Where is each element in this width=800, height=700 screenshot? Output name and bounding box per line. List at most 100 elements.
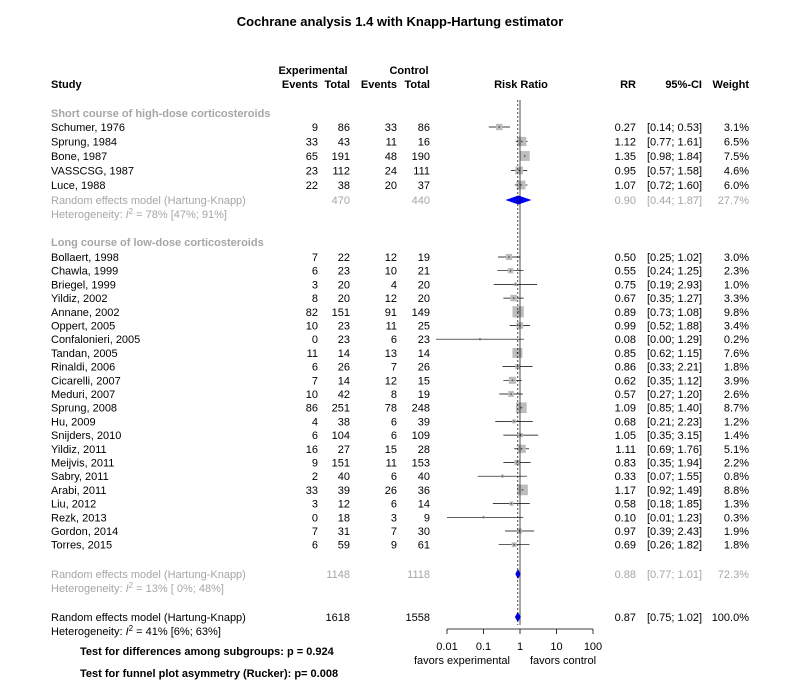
rr-value: 0.69 [615, 540, 636, 552]
ctl-total: 109 [412, 430, 430, 442]
exp-total: 151 [332, 307, 350, 319]
ctl-total: 21 [418, 266, 430, 278]
rr-value: 0.68 [615, 416, 636, 428]
rr-value: 0.50 [615, 252, 636, 264]
study-name: Rezk, 2013 [51, 512, 107, 524]
study-name: Yildiz, 2002 [51, 293, 107, 305]
ctl-total: 9 [424, 512, 430, 524]
subgroup-heading: Long course of low-dose corticosteroids [51, 237, 264, 249]
summary-rr: 0.87 [615, 612, 636, 624]
ctl-events: 26 [385, 485, 397, 497]
study-point [520, 140, 523, 143]
study-point [479, 338, 481, 341]
summary-weight: 100.0% [712, 612, 750, 624]
exp-total: 20 [338, 293, 350, 305]
rr-value: 1.05 [615, 430, 636, 442]
study-point [510, 502, 513, 505]
heterogeneity-sup: 2 [129, 581, 134, 590]
subgroup-heading: Short course of high-dose corticosteroid… [51, 108, 270, 120]
ci-value: [0.35; 3.15] [647, 430, 702, 442]
rr-value: 0.86 [615, 362, 636, 374]
rr-value: 1.11 [615, 444, 636, 456]
exp-events: 33 [306, 485, 318, 497]
weight-value: 1.8% [724, 540, 749, 552]
ci-value: [0.57; 1.58] [647, 166, 702, 178]
summary-label: Random effects model (Hartung-Knapp) [51, 195, 246, 207]
weight-value: 8.8% [724, 485, 749, 497]
weight-value: 6.0% [724, 180, 749, 192]
exp-total: 18 [338, 512, 350, 524]
exp-total: 22 [338, 252, 350, 264]
ctl-total: 37 [418, 180, 430, 192]
heterogeneity-rest: = 13% [ 0%; 48%] [133, 583, 224, 595]
ci-value: [0.00; 1.29] [647, 334, 702, 346]
study-name: Tandan, 2005 [51, 348, 118, 360]
study-point [498, 126, 501, 128]
ctl-total: 16 [418, 137, 430, 149]
ctl-events: 9 [391, 540, 397, 552]
rr-value: 1.12 [615, 137, 636, 149]
study-point [501, 475, 504, 478]
exp-total: 12 [338, 499, 350, 511]
study-name: Briegel, 1999 [51, 279, 116, 291]
exp-total: 86 [338, 122, 350, 134]
study-point [520, 184, 522, 186]
weight-value: 3.4% [724, 321, 749, 333]
weight-value: 3.9% [724, 375, 749, 387]
exp-total: 27 [338, 444, 350, 456]
ctl-events: 6 [391, 471, 397, 483]
forest-rows: Short course of high-dose corticosteroid… [51, 108, 749, 680]
exp-total: 43 [338, 137, 350, 149]
exp-total: 112 [332, 166, 350, 178]
summary-weight: 72.3% [718, 569, 749, 581]
ctl-events: 11 [386, 458, 397, 470]
ctl-total: 61 [418, 540, 430, 552]
header-exp-total: Total [325, 79, 350, 91]
ctl-total: 36 [418, 485, 430, 497]
rr-value: 0.58 [615, 499, 636, 511]
ctl-total: 25 [418, 321, 430, 333]
study-point [521, 489, 524, 491]
ctl-total: 153 [412, 458, 430, 470]
ctl-total: 149 [412, 307, 430, 319]
exp-total: 23 [338, 321, 350, 333]
study-name: Hu, 2009 [51, 416, 96, 428]
heterogeneity-text: Heterogeneity: I2 = 78% [47%; 91%] [51, 207, 227, 221]
exp-total: 42 [338, 389, 350, 401]
weight-value: 0.2% [724, 334, 749, 346]
study-name: VASSCSG, 1987 [51, 166, 134, 178]
x-tick-label: 0.1 [476, 641, 491, 653]
study-name: Meduri, 2007 [51, 389, 115, 401]
ctl-total: 190 [412, 151, 430, 163]
heterogeneity-i2: I [126, 209, 129, 221]
exp-events: 6 [312, 430, 318, 442]
rr-value: 0.75 [615, 279, 636, 291]
ctl-total: 26 [418, 362, 430, 374]
ctl-events: 6 [391, 430, 397, 442]
ci-value: [0.14; 0.53] [647, 122, 702, 134]
plot-title: Cochrane analysis 1.4 with Knapp-Hartung… [237, 14, 564, 29]
rr-value: 0.99 [615, 321, 636, 333]
ctl-total: 19 [418, 252, 430, 264]
rr-value: 0.55 [615, 266, 636, 278]
favors-experimental-label: favors experimental [414, 655, 510, 667]
ctl-events: 11 [386, 321, 397, 333]
exp-events: 65 [306, 151, 318, 163]
study-point [518, 169, 521, 172]
exp-events: 86 [306, 403, 318, 415]
header-control: Control [389, 65, 428, 77]
ci-value: [0.35; 1.12] [647, 375, 702, 387]
exp-total: 59 [338, 540, 350, 552]
study-name: Liu, 2012 [51, 499, 96, 511]
weight-value: 1.4% [724, 430, 749, 442]
ctl-events: 10 [385, 266, 397, 278]
rr-value: 0.89 [615, 307, 636, 319]
study-point [516, 365, 519, 368]
ctl-total: 86 [418, 122, 430, 134]
heterogeneity-text: Heterogeneity: I2 = 41% [6%; 63%] [51, 624, 221, 638]
exp-total: 20 [338, 279, 350, 291]
summary-diamond [505, 195, 532, 205]
exp-total: 26 [338, 362, 350, 374]
ctl-total: 28 [418, 444, 430, 456]
